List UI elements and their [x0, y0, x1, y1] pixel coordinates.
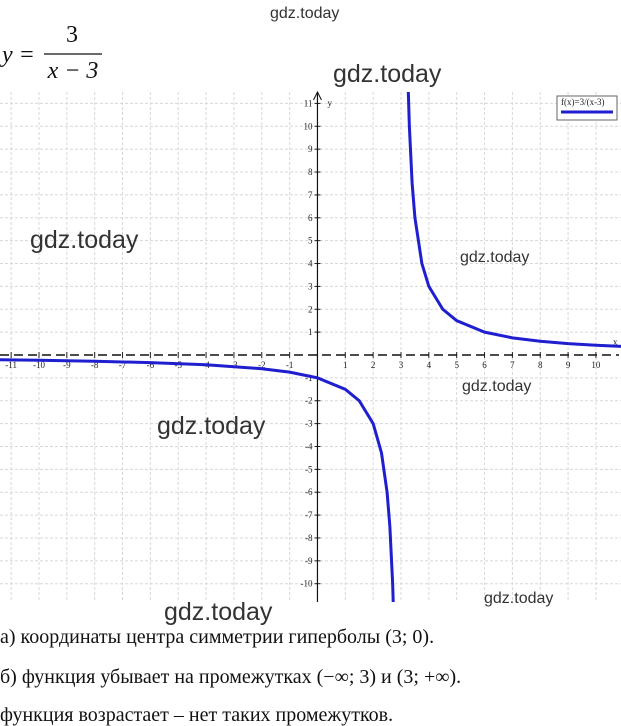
y-tick-label: -7 — [305, 510, 313, 520]
y-tick-label: 4 — [308, 259, 313, 269]
x-tick-label: -6 — [147, 360, 155, 370]
x-tick-label: 2 — [371, 360, 376, 370]
y-tick-label: 9 — [308, 144, 313, 154]
formula-denominator: x − 3 — [47, 58, 99, 84]
y-tick-label: 2 — [308, 304, 313, 314]
watermark: gdz.today — [484, 590, 553, 607]
watermark: gdz.today — [333, 60, 442, 88]
y-tick-label: -10 — [300, 579, 312, 589]
y-axis-arrow — [313, 90, 322, 101]
y-tick-label: -3 — [305, 419, 313, 429]
x-tick-label: 1 — [343, 360, 348, 370]
x-tick-label: 10 — [591, 360, 601, 370]
x-tick-label: -7 — [119, 360, 127, 370]
y-tick-label: 7 — [308, 190, 313, 200]
answer-line: функция возрастает – нет таких промежутк… — [0, 704, 393, 726]
y-tick-label: -5 — [305, 464, 313, 474]
y-tick-label: 1 — [308, 327, 313, 337]
watermark: gdz.today — [164, 598, 273, 626]
y-tick-label: 6 — [308, 213, 313, 223]
formula-lhs: y = — [0, 42, 35, 68]
x-axis-label: x — [613, 337, 618, 347]
x-tick-label: -3 — [230, 360, 238, 370]
formula: y = 3 x − 3 — [0, 22, 102, 84]
x-tick-label: 6 — [482, 360, 487, 370]
x-tick-label: 7 — [510, 360, 515, 370]
y-tick-label: -1 — [305, 373, 313, 383]
watermarks: gdz.today gdz.today gdz.today gdz.today gdz.… — [30, 5, 553, 626]
watermark: gdz.today — [460, 249, 529, 266]
curve — [0, 92, 621, 602]
plot: -11 -10 -9 -8 -7 -6 -5 -4 -3 -2 -1 1 2 3 4 5 6 7 8 9 10-10-9… — [0, 90, 621, 602]
legend-label: f(x)=3/(x-3) — [561, 97, 605, 107]
x-tick-label: -2 — [258, 360, 266, 370]
watermark: gdz.today — [157, 412, 266, 440]
y-tick-label: -2 — [305, 396, 313, 406]
y-axis-label: y — [327, 98, 332, 108]
x-tick-label: -9 — [63, 360, 71, 370]
legend-box — [556, 95, 618, 121]
x-tick-label: 3 — [399, 360, 404, 370]
y-tick-label: -4 — [305, 441, 313, 451]
watermark: gdz.today — [30, 226, 139, 254]
watermark: gdz.today — [270, 5, 339, 22]
x-tick-label: -10 — [33, 360, 45, 370]
y-tick-label: -8 — [305, 533, 313, 543]
y-tick-label: 3 — [308, 281, 313, 291]
answer-line: б) функция убывает на промежутках (−∞; 3… — [0, 666, 461, 688]
y-tick-label: 10 — [303, 121, 313, 131]
answer-line: а) координаты центра симметрии гиперболы… — [0, 626, 434, 648]
y-tick-label: 11 — [304, 98, 313, 108]
y-tick-label: 5 — [308, 236, 313, 246]
y-tick-label: -9 — [305, 556, 313, 566]
x-tick-label: 4 — [427, 360, 432, 370]
x-tick-label: -1 — [286, 360, 294, 370]
x-tick-label: 5 — [454, 360, 459, 370]
formula-numerator: 3 — [66, 22, 78, 48]
x-tick-label: 8 — [538, 360, 543, 370]
x-tick-label: 9 — [566, 360, 571, 370]
y-tick-label: -6 — [305, 487, 313, 497]
y-tick-label: 8 — [308, 167, 313, 177]
x-tick-label: -11 — [5, 360, 17, 370]
x-tick-label: -8 — [91, 360, 99, 370]
watermark: gdz.today — [462, 378, 531, 395]
